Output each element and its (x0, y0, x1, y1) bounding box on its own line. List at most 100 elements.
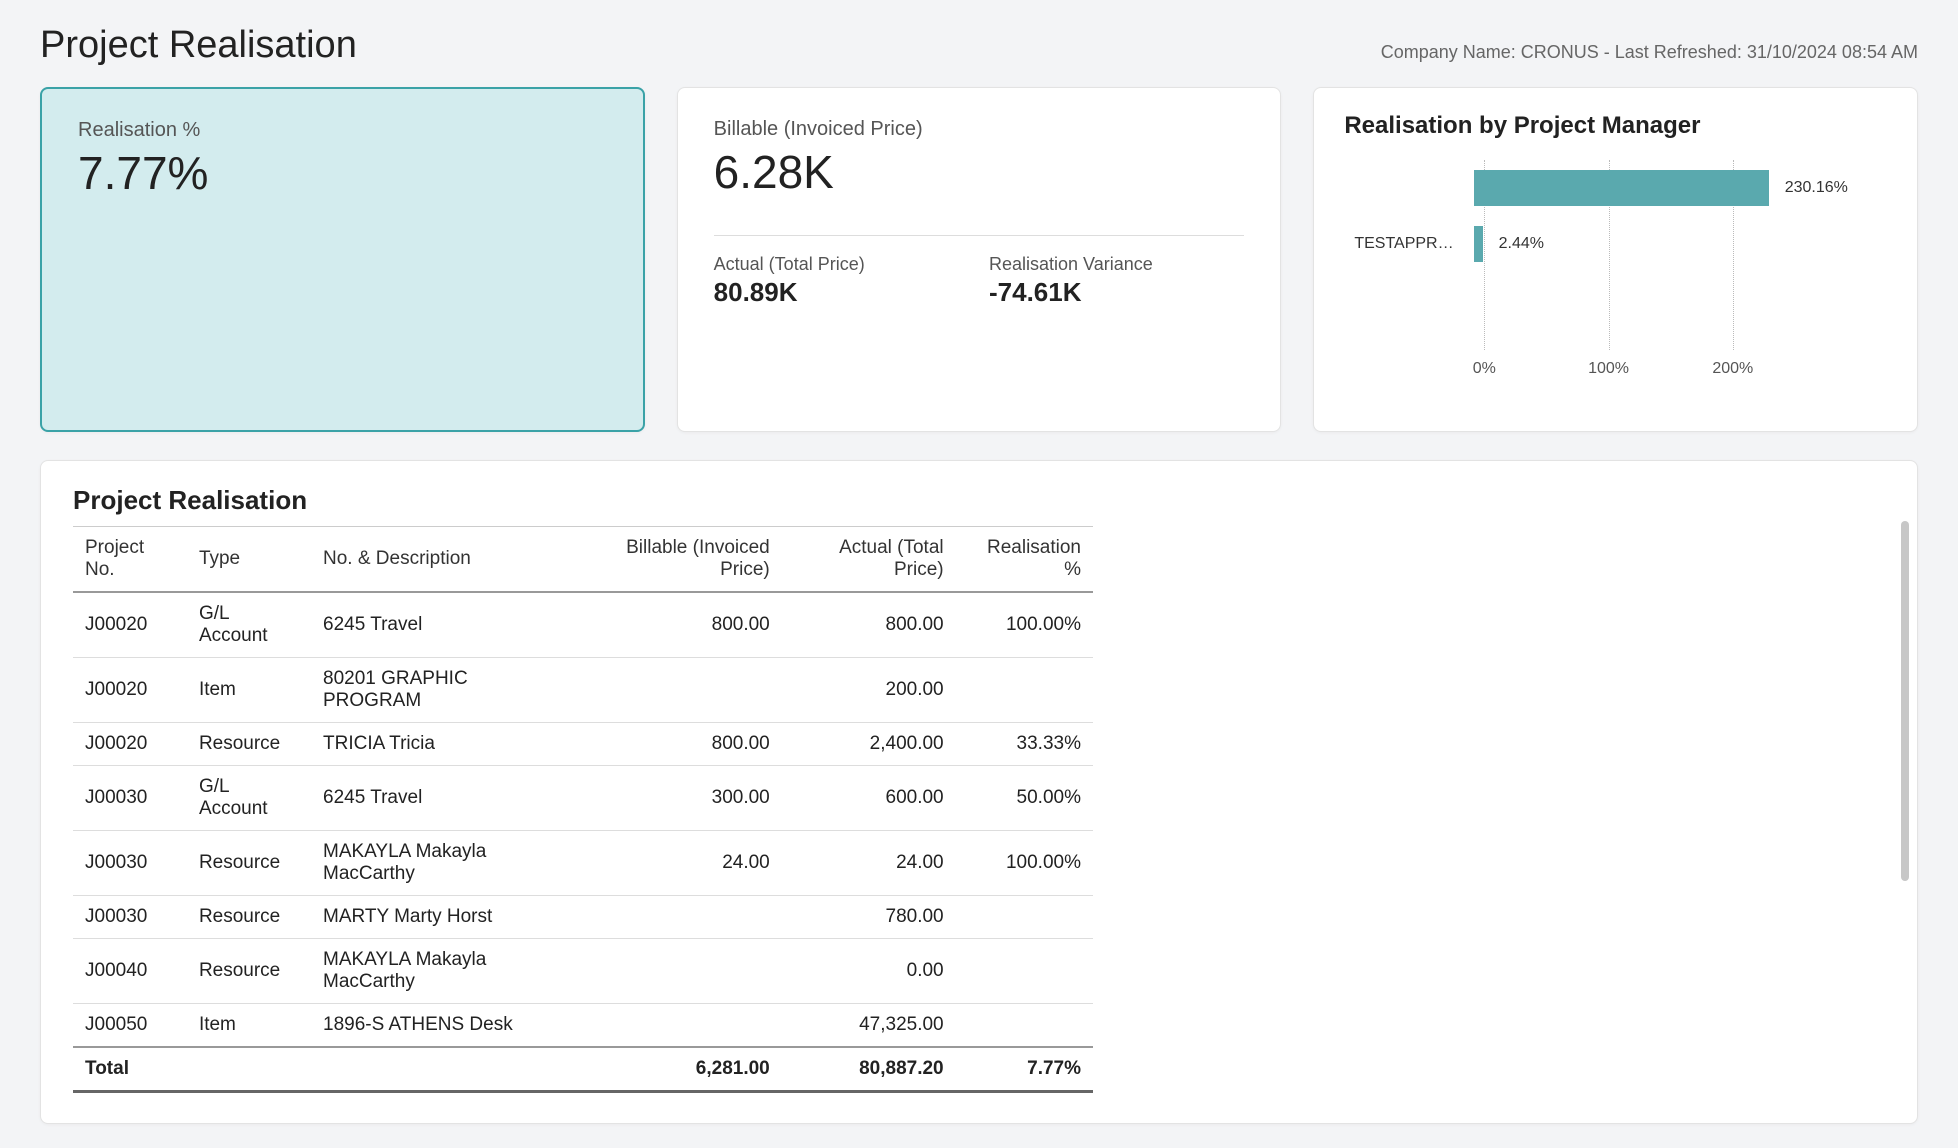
cell (575, 939, 782, 1004)
cell: Resource (187, 831, 311, 896)
kpi-label: Realisation % (78, 119, 607, 142)
chart-title: Realisation by Project Manager (1344, 112, 1887, 140)
cell: MAKAYLA Makayla MacCarthy (311, 831, 575, 896)
cell: 47,325.00 (782, 1004, 956, 1048)
cell (575, 896, 782, 939)
cell: 100.00% (956, 592, 1093, 658)
total-cell (311, 1047, 575, 1092)
table-row[interactable]: J00020G/L Account6245 Travel800.00800.00… (73, 592, 1093, 658)
axis-tick: 200% (1712, 360, 1753, 378)
cell: G/L Account (187, 766, 311, 831)
col-header[interactable]: Actual (Total Price) (782, 527, 956, 593)
col-header[interactable]: Realisation % (956, 527, 1093, 593)
bar[interactable] (1474, 170, 1768, 206)
col-header[interactable]: No. & Description (311, 527, 575, 593)
cell: 780.00 (782, 896, 956, 939)
cell: G/L Account (187, 592, 311, 658)
table-row[interactable]: J00030ResourceMARTY Marty Horst 780.00 (73, 896, 1093, 939)
table-card: Project Realisation Project No.TypeNo. &… (40, 460, 1918, 1124)
table-row[interactable]: J00030ResourceMAKAYLA Makayla MacCarthy2… (73, 831, 1093, 896)
cell: J00030 (73, 896, 187, 939)
page-title: Project Realisation (40, 24, 357, 67)
data-table[interactable]: Project No.TypeNo. & DescriptionBillable… (73, 526, 1093, 1093)
kpi-card-realisation[interactable]: Realisation % 7.77% (40, 87, 645, 432)
scrollbar[interactable] (1901, 521, 1909, 881)
subkpi-label: Realisation Variance (989, 254, 1244, 275)
cell (575, 658, 782, 723)
table-row[interactable]: J00030G/L Account6245 Travel300.00600.00… (73, 766, 1093, 831)
axis-tick: 100% (1588, 360, 1629, 378)
cell: 800.00 (575, 592, 782, 658)
cell: 1896-S ATHENS Desk (311, 1004, 575, 1048)
cell: 600.00 (782, 766, 956, 831)
total-cell: 6,281.00 (575, 1047, 782, 1092)
cell (956, 896, 1093, 939)
cell (575, 1004, 782, 1048)
cell: J00050 (73, 1004, 187, 1048)
axis-tick: 0% (1473, 360, 1496, 378)
cell: TRICIA Tricia (311, 723, 575, 766)
cell: J00040 (73, 939, 187, 1004)
cell: 300.00 (575, 766, 782, 831)
cell: 50.00% (956, 766, 1093, 831)
cell: J00030 (73, 831, 187, 896)
total-cell: 7.77% (956, 1047, 1093, 1092)
col-header[interactable]: Type (187, 527, 311, 593)
cell: 24.00 (575, 831, 782, 896)
total-cell: 80,887.20 (782, 1047, 956, 1092)
bar[interactable] (1474, 226, 1482, 262)
meta-info: Company Name: CRONUS - Last Refreshed: 3… (1381, 42, 1918, 63)
cell: Item (187, 658, 311, 723)
cell: J00020 (73, 592, 187, 658)
table-row[interactable]: J00020Item80201 GRAPHIC PROGRAM 200.00 (73, 658, 1093, 723)
subkpi-variance: Realisation Variance -74.61K (989, 254, 1244, 308)
kpi-card-billable[interactable]: Billable (Invoiced Price) 6.28K Actual (… (677, 87, 1282, 432)
bar-chart: 230.16% TESTAPPROV... 2.44% 0% 100% 200% (1354, 160, 1887, 390)
cell: J00020 (73, 723, 187, 766)
table-row[interactable]: J00020ResourceTRICIA Tricia800.002,400.0… (73, 723, 1093, 766)
subkpi-value: 80.89K (714, 277, 969, 308)
cell: 0.00 (782, 939, 956, 1004)
cell: 80201 GRAPHIC PROGRAM (311, 658, 575, 723)
kpi-value: 7.77% (78, 146, 607, 200)
cell (956, 658, 1093, 723)
cell: 6245 Travel (311, 592, 575, 658)
cell: MARTY Marty Horst (311, 896, 575, 939)
cell: 100.00% (956, 831, 1093, 896)
cell (956, 939, 1093, 1004)
total-cell (187, 1047, 311, 1092)
subkpi-label: Actual (Total Price) (714, 254, 969, 275)
cell: J00020 (73, 658, 187, 723)
cell: J00030 (73, 766, 187, 831)
cell: 33.33% (956, 723, 1093, 766)
cell: 2,400.00 (782, 723, 956, 766)
cell: 800.00 (782, 592, 956, 658)
subkpi-value: -74.61K (989, 277, 1244, 308)
bar-category: TESTAPPROV... (1354, 235, 1474, 253)
col-header[interactable]: Billable (Invoiced Price) (575, 527, 782, 593)
kpi-label: Billable (Invoiced Price) (714, 118, 1245, 141)
cell: 24.00 (782, 831, 956, 896)
chart-card-pm[interactable]: Realisation by Project Manager 230.16% TE… (1313, 87, 1918, 432)
table-row[interactable]: J00050Item1896-S ATHENS Desk 47,325.00 (73, 1004, 1093, 1048)
total-cell: Total (73, 1047, 187, 1092)
bar-value: 2.44% (1499, 235, 1544, 253)
kpi-value: 6.28K (714, 145, 1245, 199)
table-title: Project Realisation (73, 485, 1885, 516)
cell: MAKAYLA Makayla MacCarthy (311, 939, 575, 1004)
table-row[interactable]: J00040ResourceMAKAYLA Makayla MacCarthy 0… (73, 939, 1093, 1004)
col-header[interactable]: Project No. (73, 527, 187, 593)
cell: Resource (187, 723, 311, 766)
table-total-row: Total 6,281.0080,887.207.77% (73, 1047, 1093, 1092)
cell: Resource (187, 896, 311, 939)
cell: Resource (187, 939, 311, 1004)
cell: Item (187, 1004, 311, 1048)
bar-value: 230.16% (1785, 179, 1848, 197)
cell (956, 1004, 1093, 1048)
bar-row[interactable]: TESTAPPROV... 2.44% (1354, 216, 1887, 272)
cell: 200.00 (782, 658, 956, 723)
bar-row[interactable]: 230.16% (1354, 160, 1887, 216)
cell: 6245 Travel (311, 766, 575, 831)
cell: 800.00 (575, 723, 782, 766)
subkpi-actual: Actual (Total Price) 80.89K (714, 254, 969, 308)
